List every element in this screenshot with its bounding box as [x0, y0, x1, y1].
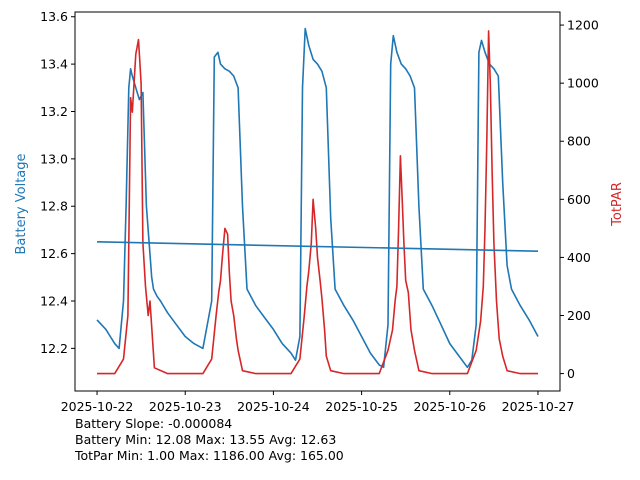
- series-layer: [96, 27, 539, 375]
- battery-slope-text: Battery Slope: -0.000084: [75, 416, 233, 431]
- y-axis-right-label: TotPAR: [610, 182, 625, 227]
- axes-layer: 2025-10-22 2025-10-23 2025-10-24 2025-10-25…: [40, 9, 599, 414]
- series-line-totpar: [97, 30, 538, 375]
- x-tick-label: 2025-10-25: [325, 399, 398, 414]
- y-left-tick-label: 12.4: [40, 293, 68, 308]
- y-right-tick-label: 600: [567, 192, 591, 207]
- y-left-tick-label: 13.4: [40, 57, 68, 72]
- plot-frame: [74, 11, 561, 392]
- series-line-battery-voltage: [96, 27, 539, 369]
- y-right-tick-label: 1000: [567, 76, 599, 91]
- y-left-tick-label: 13.6: [40, 9, 68, 24]
- y-left-tick-label: 12.2: [40, 341, 68, 356]
- x-tick-label: 2025-10-26: [413, 399, 486, 414]
- y-left-tick-label: 13.2: [40, 104, 68, 119]
- series-line-battery-trend: [96, 241, 539, 252]
- par-stats-text: TotPar Min: 1.00 Max: 1186.00 Avg: 165.0…: [75, 448, 344, 463]
- x-tick-label: 2025-10-27: [502, 399, 575, 414]
- x-tick-label: 2025-10-22: [61, 399, 134, 414]
- battery-stats-text: Battery Min: 12.08 Max: 13.55 Avg: 12.63: [75, 432, 337, 447]
- y-left-tick-label: 12.6: [40, 246, 68, 261]
- stats-panel: Battery Slope: -0.000084 Battery Min: 12…: [75, 416, 344, 464]
- x-tick-label: 2025-10-24: [237, 399, 310, 414]
- y-right-tick-label: 1200: [567, 18, 599, 33]
- x-tick-label: 2025-10-23: [149, 399, 222, 414]
- y-left-tick-label: 13.0: [40, 151, 68, 166]
- y-right-tick-label: 200: [567, 308, 591, 323]
- y-axis-left-label: Battery Voltage: [14, 153, 29, 254]
- y-right-tick-label: 0: [567, 366, 575, 381]
- y-right-tick-label: 400: [567, 250, 591, 265]
- y-right-tick-label: 800: [567, 134, 591, 149]
- y-left-tick-label: 12.8: [40, 199, 68, 214]
